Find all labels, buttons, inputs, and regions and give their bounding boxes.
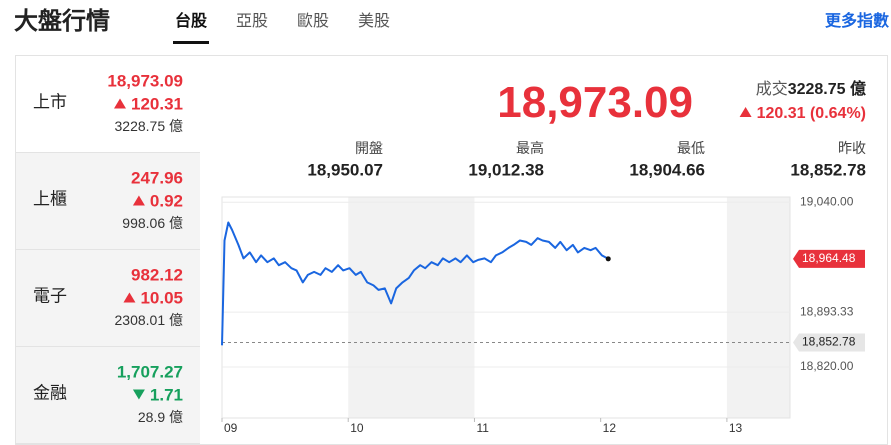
index-name: 電子 [33, 286, 67, 306]
market-tab[interactable]: 歐股 [297, 13, 330, 30]
index-row[interactable] [16, 250, 200, 347]
index-change: 120.31 [114, 96, 183, 113]
stat-label: 昨收 [838, 140, 866, 156]
change-value: 120.31 [131, 94, 183, 114]
change-value: 0.92 [149, 191, 183, 211]
stat-label: 最低 [677, 140, 705, 156]
direction-arrow [739, 106, 752, 117]
index-price: 982.12 [131, 265, 183, 285]
index-row[interactable] [16, 153, 200, 250]
direction-arrow [132, 195, 145, 206]
index-volume: 3228.75 億 [114, 118, 184, 134]
index-volume: 2308.01 億 [114, 312, 184, 328]
index-price: 247.96 [131, 168, 183, 188]
more-indices-link[interactable]: 更多指數 [824, 13, 889, 30]
index-price: 1,707.27 [116, 362, 183, 382]
index-name: 上櫃 [33, 189, 67, 209]
index-change: 10.05 [123, 290, 183, 307]
stat-value: 18,904.66 [629, 160, 705, 180]
stat-value: 18,950.07 [307, 160, 383, 180]
index-volume: 998.06 億 [122, 215, 183, 231]
active-tab-underline [173, 41, 209, 44]
index-name: 上市 [33, 92, 67, 112]
index-row[interactable] [16, 56, 200, 153]
stat-label: 最高 [516, 140, 544, 156]
direction-arrow [123, 292, 136, 303]
index-volume: 28.9 億 [137, 409, 183, 425]
index-name: 金融 [33, 383, 67, 403]
direction-arrow [132, 389, 145, 400]
market-tab[interactable]: 台股 [175, 13, 208, 30]
trade-volume: 成交3228.75 億 [756, 82, 866, 98]
stat-label: 開盤 [355, 140, 383, 156]
index-price: 18,973.09 [107, 71, 183, 91]
market-tab[interactable]: 美股 [358, 13, 391, 30]
change-value: 1.71 [149, 385, 183, 405]
index-row[interactable] [16, 347, 200, 444]
page-title: 大盤行情 [14, 8, 110, 35]
index-change: 1.71 [132, 385, 183, 405]
direction-arrow [114, 98, 126, 109]
stat-value: 19,012.38 [468, 160, 544, 180]
change-value: 10.05 [140, 288, 183, 308]
volume-value: 3228.75 億 [787, 81, 866, 98]
market-tab[interactable]: 亞股 [236, 13, 269, 30]
current-price: 18,973.09 [497, 78, 693, 127]
price-change: 120.31 (0.64%) [739, 105, 866, 122]
index-change: 0.92 [132, 191, 183, 211]
volume-label: 成交 [755, 81, 788, 98]
change-value: 120.31 (0.64%) [756, 105, 866, 122]
stat-value: 18,852.78 [790, 160, 866, 180]
